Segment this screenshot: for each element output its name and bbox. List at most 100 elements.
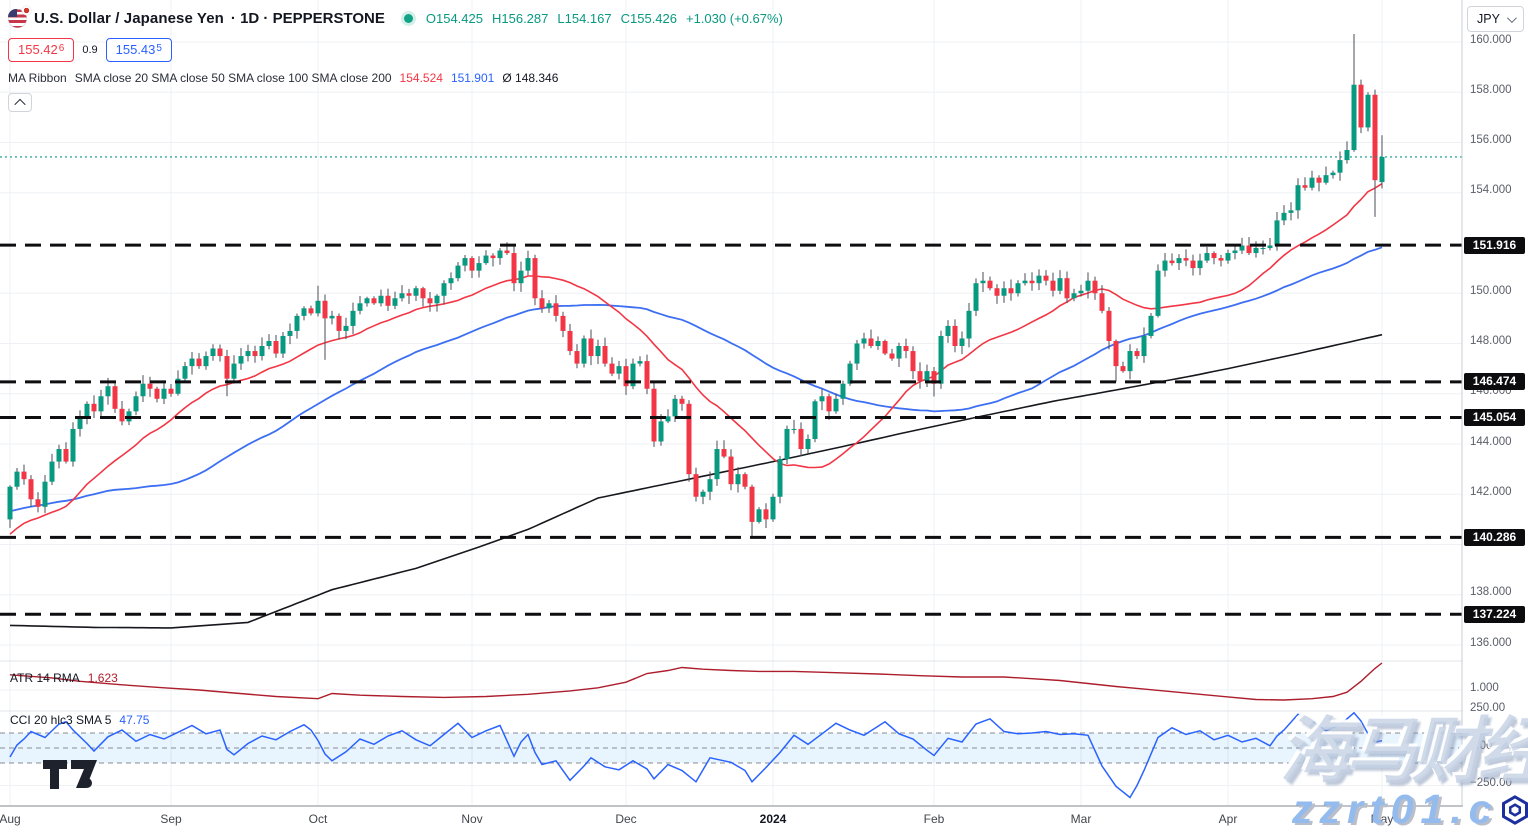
candle — [1057, 270, 1063, 295]
tradingview-logo[interactable] — [41, 757, 99, 791]
candle — [567, 323, 573, 356]
time-axis-label-Sep: Sep — [160, 812, 182, 826]
trade-buttons-row: 155.42 6 0.9 155.43 5 — [8, 38, 783, 62]
candle — [1204, 247, 1210, 263]
cci-axis-label: −250.00 — [1470, 777, 1512, 789]
candle — [1246, 237, 1252, 255]
sell-button[interactable]: 155.42 6 — [8, 38, 75, 62]
candle — [1008, 279, 1014, 301]
candle — [553, 295, 559, 322]
price-axis-label: 136.000 — [1470, 636, 1512, 649]
candle — [497, 248, 503, 265]
candle — [1372, 89, 1378, 217]
ma-ribbon-legend[interactable]: MA Ribbon SMA close 20 SMA close 50 SMA … — [8, 71, 783, 85]
candle — [14, 467, 20, 490]
cci-legend[interactable]: CCI 20 hlc3 SMA 5 47.75 — [10, 713, 149, 727]
currency-label: JPY — [1477, 12, 1500, 26]
candle — [819, 388, 825, 411]
candle — [973, 278, 979, 317]
candle — [441, 280, 447, 305]
candle — [1316, 175, 1322, 192]
candle — [280, 331, 286, 359]
candle — [1365, 92, 1371, 132]
candle — [273, 335, 279, 358]
time-axis[interactable]: Aug Sep Oct Nov Dec 2024 Feb Mar Apr May — [0, 807, 1528, 833]
candle — [217, 344, 223, 362]
candle — [1344, 141, 1350, 164]
candle — [294, 313, 300, 339]
candle — [91, 395, 97, 419]
candle — [364, 296, 370, 307]
candle — [77, 410, 83, 437]
time-axis-label-May: May — [1370, 812, 1394, 826]
candle — [686, 400, 692, 482]
candle — [70, 422, 76, 467]
candle — [1225, 249, 1231, 264]
hexagon-logo-icon — [1502, 794, 1528, 825]
time-axis-label-Nov: Nov — [461, 812, 483, 826]
candle — [63, 442, 69, 464]
candle — [518, 261, 524, 292]
atr-legend[interactable]: ATR 14 RMA 1.623 — [10, 671, 118, 685]
price-axis-label: 154.000 — [1470, 184, 1512, 197]
candle — [28, 475, 34, 507]
candle — [749, 484, 755, 538]
candle — [455, 262, 461, 282]
price-axis[interactable]: JPY 160.000 158.000 156.000 154.000 150.000 1… — [1463, 0, 1528, 833]
chevron-up-icon — [14, 98, 26, 110]
candle — [490, 253, 496, 267]
chevron-down-icon — [1506, 12, 1517, 23]
candle — [399, 285, 405, 302]
candle — [357, 296, 363, 315]
candle — [721, 440, 727, 459]
buy-button[interactable]: 155.43 5 — [105, 38, 172, 62]
collapse-pane-button[interactable] — [8, 93, 32, 112]
candle — [938, 330, 944, 389]
candle — [1351, 33, 1357, 152]
candle — [21, 464, 27, 485]
candle — [343, 317, 349, 340]
time-axis-label-Feb: Feb — [923, 812, 945, 826]
sr-price-label: 137.224 — [1464, 605, 1525, 623]
watermark-text-cjk: 海马财经 — [1280, 712, 1528, 792]
candle — [742, 472, 748, 490]
symbol-meta[interactable]: · 1D · PEPPERSTONE — [230, 9, 385, 27]
symbol-title[interactable]: U.S. Dollar / Japanese Yen — [34, 9, 224, 27]
candle — [1183, 249, 1189, 267]
candle — [378, 289, 384, 307]
candle — [112, 381, 118, 413]
candle — [406, 288, 412, 305]
candle — [287, 323, 293, 345]
candle — [679, 395, 685, 411]
candle — [315, 285, 321, 317]
candle — [252, 345, 258, 363]
market-open-status-icon[interactable] — [403, 13, 413, 23]
candle — [980, 271, 986, 293]
currency-selector-button[interactable]: JPY — [1467, 6, 1524, 32]
candle — [896, 342, 902, 368]
candle — [1155, 264, 1161, 318]
ohlc-values: O154.425 H156.287 L154.167 C155.426 +1.0… — [426, 11, 783, 26]
candle — [1134, 348, 1140, 360]
candle — [1323, 166, 1329, 185]
candle — [791, 419, 797, 434]
candle — [889, 348, 895, 361]
candle — [728, 449, 734, 491]
candle — [1358, 79, 1364, 134]
candle — [1043, 270, 1049, 286]
candle — [7, 485, 13, 528]
candle — [861, 332, 867, 349]
candle — [833, 393, 839, 414]
candle — [875, 336, 881, 350]
candle — [1337, 151, 1343, 181]
candle — [35, 492, 41, 513]
candle — [658, 414, 664, 446]
candle — [644, 354, 650, 395]
atr-value: 1.623 — [87, 671, 118, 685]
candle — [168, 384, 174, 397]
candle — [1022, 273, 1028, 286]
candle — [987, 276, 993, 291]
candle — [140, 375, 146, 402]
candle — [770, 493, 776, 522]
